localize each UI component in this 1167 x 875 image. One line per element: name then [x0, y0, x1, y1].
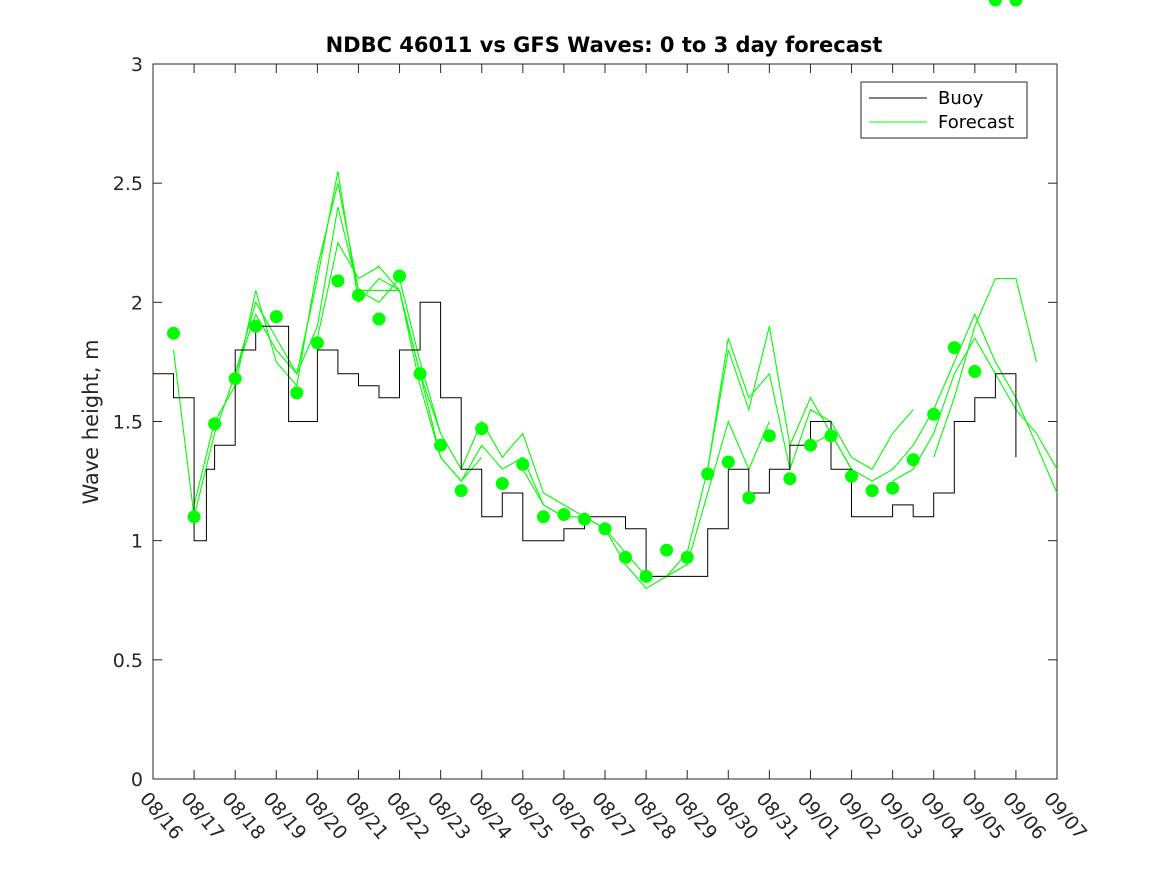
- forecast-point: [475, 422, 489, 436]
- forecast-point: [310, 336, 324, 350]
- forecast-point: [680, 550, 694, 564]
- y-tick-label: 2: [131, 292, 143, 314]
- buoy-line: [153, 301, 1017, 577]
- forecast-point: [701, 467, 715, 481]
- forecast-point: [1009, 0, 1023, 7]
- forecast-point: [290, 386, 304, 400]
- forecast-point: [372, 312, 386, 326]
- forecast-point: [413, 367, 427, 381]
- forecast-line: [892, 336, 1058, 482]
- chart-legend: Buoy Forecast: [860, 81, 1028, 139]
- forecast-point: [927, 407, 941, 421]
- forecast-point: [988, 0, 1002, 7]
- legend-box: [860, 81, 1028, 139]
- y-tick-label: 2.5: [113, 173, 143, 195]
- forecast-point: [228, 372, 242, 386]
- forecast-point: [557, 508, 571, 521]
- forecast-line: [316, 241, 565, 518]
- forecast-point: [947, 341, 961, 355]
- forecast-point: [454, 484, 468, 498]
- forecast-point: [578, 512, 591, 526]
- forecast-point: [824, 429, 838, 443]
- forecast-point: [742, 491, 756, 505]
- forecast-point: [906, 453, 920, 467]
- forecast-point: [187, 510, 201, 524]
- forecast-point: [619, 550, 632, 564]
- y-tick-label: 3: [131, 54, 143, 76]
- forecast-point: [352, 288, 365, 302]
- forecast-point: [434, 438, 448, 452]
- forecast-point: [393, 269, 406, 283]
- legend-buoy-label: Buoy: [938, 88, 984, 109]
- forecast-point: [516, 457, 530, 471]
- forecast-point: [660, 543, 674, 557]
- forecast-point: [845, 469, 858, 483]
- legend-forecast-label: Forecast: [938, 112, 1014, 133]
- y-axis-label: Wave height, m: [79, 339, 103, 504]
- forecast-line: [646, 326, 852, 577]
- forecast-point: [968, 365, 982, 378]
- forecast-point: [865, 484, 879, 498]
- chart-title: NDBC 46011 vs GFS Waves: 0 to 3 day fore…: [326, 33, 883, 57]
- y-tick-label: 1: [131, 531, 143, 553]
- forecast-line: [933, 277, 1038, 458]
- forecast-point: [208, 417, 222, 431]
- forecast-point: [167, 326, 180, 340]
- forecast-point: [269, 310, 283, 324]
- forecast-point: [783, 472, 797, 486]
- y-tick-label: 0.5: [113, 650, 143, 672]
- forecast-point: [721, 455, 735, 469]
- forecast-point: [331, 274, 345, 288]
- forecast-point: [639, 569, 653, 583]
- forecast-point: [762, 429, 776, 443]
- y-tick-label: 1.5: [113, 412, 143, 434]
- forecast-point: [495, 477, 509, 490]
- forecast-point: [886, 481, 900, 495]
- forecast-point: [598, 522, 612, 536]
- forecast-point: [249, 319, 263, 333]
- y-tick-label: 0: [131, 769, 143, 791]
- forecast-point: [804, 438, 817, 452]
- forecast-line: [707, 337, 914, 472]
- forecast-point: [536, 510, 550, 524]
